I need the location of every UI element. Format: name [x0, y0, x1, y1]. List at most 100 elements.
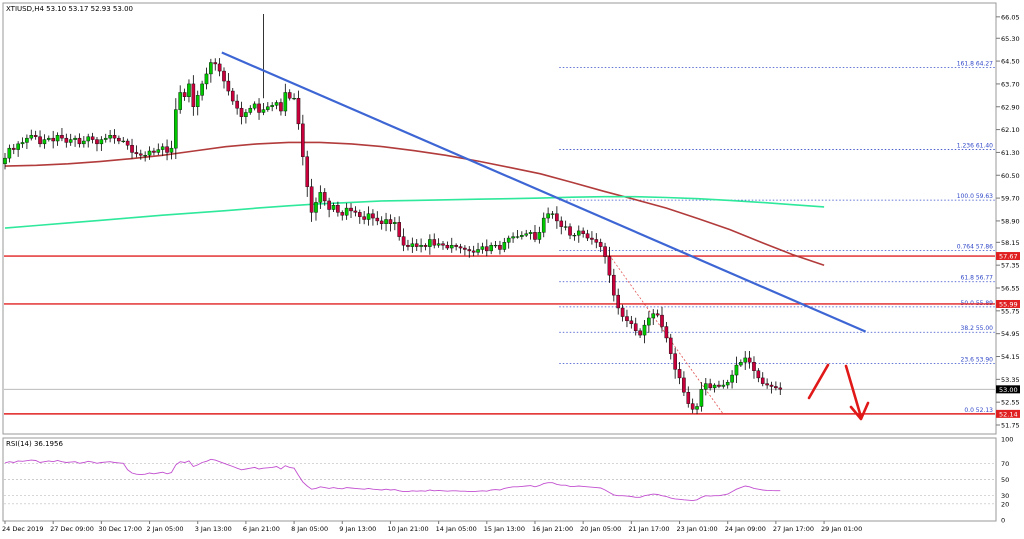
bearish-candle [747, 357, 752, 363]
bullish-candle [428, 239, 432, 247]
bearish-candle [77, 137, 82, 145]
bearish-candle [11, 147, 16, 150]
y-tick-label: 60.50 [1001, 172, 1020, 180]
bearish-candle [760, 377, 765, 384]
bearish-candle [152, 150, 156, 153]
bullish-candle [160, 146, 165, 150]
bullish-candle [68, 139, 73, 143]
bearish-candle [90, 136, 95, 140]
bearish-candle [594, 239, 599, 243]
y-tick-label: 58.15 [1001, 239, 1020, 247]
bullish-candle [642, 324, 647, 336]
x-tick-label: 23 Jan 01:00 [677, 525, 718, 533]
x-tick-label: 16 Jan 21:00 [532, 525, 573, 533]
bullish-candle [103, 137, 108, 140]
moving-average-slow [4, 141, 825, 266]
bullish-candle [200, 83, 204, 96]
fib-level-label: 61.8 56.77 [961, 275, 994, 282]
bullish-candle [204, 73, 209, 85]
bearish-candle [708, 383, 712, 389]
bearish-candle [239, 107, 244, 117]
bearish-candle [51, 137, 55, 142]
bearish-candle [677, 369, 682, 379]
bearish-candle [655, 313, 660, 316]
bullish-candle [721, 384, 726, 387]
bearish-candle [213, 62, 218, 65]
bullish-candle [576, 230, 581, 236]
bearish-candle [445, 244, 450, 249]
x-tick-label: 30 Dec 17:00 [98, 525, 142, 533]
bearish-candle [336, 205, 340, 213]
bullish-candle [244, 112, 248, 117]
x-tick-label: 6 Jan 21:00 [243, 525, 280, 533]
x-tick-label: 2 Jan 05:00 [147, 525, 184, 533]
bullish-candle [108, 135, 112, 139]
forecast-arrows [807, 363, 870, 421]
y-tick-label: 61.30 [1001, 149, 1020, 157]
bearish-candle [414, 243, 419, 247]
x-tick-label: 14 Jan 05:00 [436, 525, 477, 533]
bearish-candle [441, 243, 445, 246]
bearish-candle [230, 90, 235, 102]
bullish-candle [252, 103, 257, 109]
x-tick-label: 10 Jan 21:00 [387, 525, 428, 533]
y-tick-label: 57.35 [1001, 262, 1020, 270]
bearish-candle [471, 250, 476, 253]
bullish-candle [524, 233, 529, 236]
fib-level-label: 38.2 55.00 [961, 325, 994, 332]
bearish-candle [673, 353, 677, 370]
x-tick-label: 27 Dec 09:00 [50, 525, 94, 533]
arrow-down-leg [844, 364, 863, 419]
bearish-candle [620, 307, 625, 317]
bearish-candle [485, 246, 489, 252]
y-tick-label: 56.55 [1001, 285, 1020, 293]
price-tag [996, 409, 1020, 418]
candlesticks [3, 13, 783, 415]
price-tag-label: 57.67 [999, 253, 1018, 261]
bullish-candle [314, 202, 318, 213]
bullish-candle [344, 207, 349, 216]
bearish-candle [64, 137, 69, 143]
bearish-candle [682, 377, 686, 393]
bearish-candle [226, 80, 231, 92]
bearish-candle [235, 100, 239, 109]
bearish-candle [612, 274, 616, 296]
x-tick-label: 27 Jan 17:00 [773, 525, 814, 533]
bullish-candle [384, 219, 388, 224]
arrow-up-leg [807, 363, 830, 400]
bearish-candle [406, 244, 410, 247]
bearish-candle [301, 123, 305, 157]
fibonacci-levels: 161.8 64.27 1.236 61.40 100.0 59.63 0.764 5… [559, 61, 995, 415]
y-tick-label: 51.75 [1001, 422, 1020, 430]
bearish-candle [353, 210, 358, 213]
moving-averages [4, 141, 825, 266]
bullish-candle [121, 140, 126, 143]
bearish-candle [660, 314, 664, 327]
bearish-candle [568, 226, 572, 236]
bullish-candle [647, 317, 651, 326]
bearish-candle [581, 230, 585, 234]
bearish-candle [388, 219, 393, 224]
bullish-candle [739, 362, 743, 366]
bearish-candle [585, 233, 590, 239]
bearish-candle [217, 63, 222, 72]
bearish-candle [279, 102, 283, 112]
x-tick-label: 3 Jan 13:00 [195, 525, 232, 533]
bearish-candle [375, 217, 380, 222]
moving-average-fast [4, 195, 825, 229]
bearish-candle [423, 244, 428, 247]
bearish-candle [454, 244, 458, 247]
bullish-candle [537, 232, 542, 240]
bearish-candle [458, 246, 463, 249]
bearish-candle [559, 220, 564, 227]
bullish-candle [563, 226, 568, 228]
bullish-candle [550, 213, 555, 215]
y-tick-label: 54.15 [1001, 353, 1020, 361]
bullish-candle [489, 244, 493, 252]
bullish-candle [16, 143, 20, 150]
bullish-candle [366, 213, 371, 220]
bearish-candle [769, 384, 774, 387]
y-tick-label: 66.05 [1001, 13, 1020, 21]
